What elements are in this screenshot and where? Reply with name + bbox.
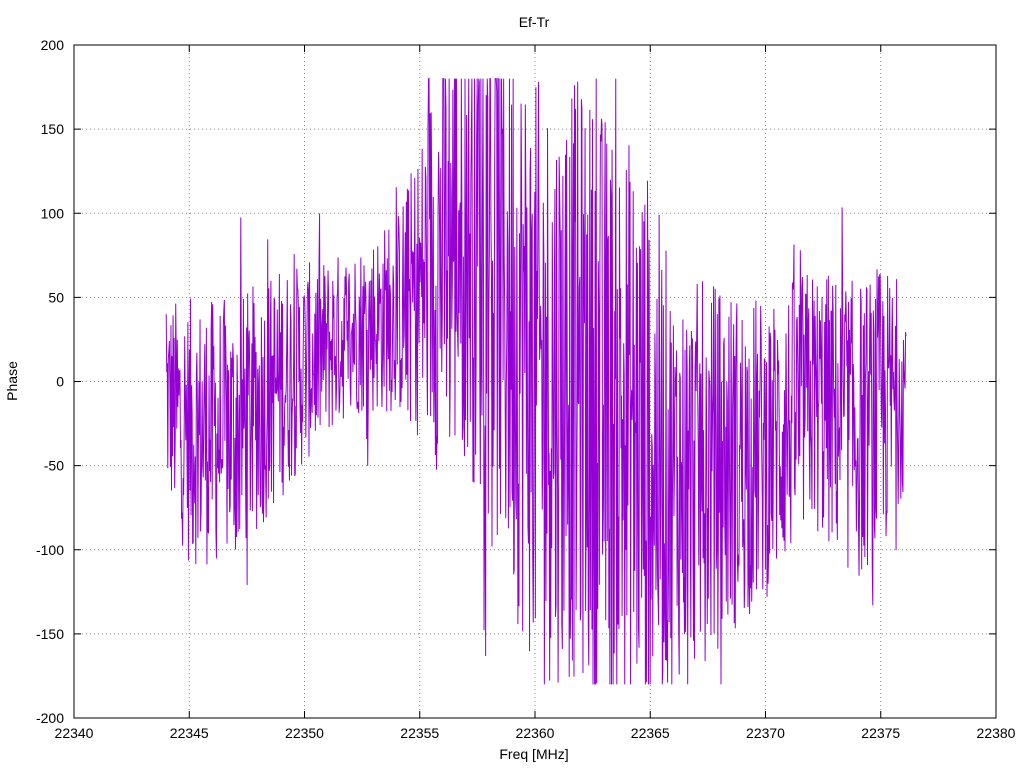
y-tick-label: -150 [36, 626, 64, 642]
y-tick-label: -100 [36, 542, 64, 558]
x-tick-label: 22360 [516, 725, 555, 741]
x-tick-label: 22380 [977, 725, 1016, 741]
x-tick-label: 22370 [746, 725, 785, 741]
y-tick-label: 150 [41, 121, 65, 137]
x-tick-label: 22355 [400, 725, 439, 741]
chart-title: Ef-Tr [519, 14, 550, 30]
phase-series-line [165, 78, 907, 685]
y-tick-label: 200 [41, 37, 65, 53]
series-layer [165, 78, 907, 685]
axis-ticks: 22340 22345 22350 22355 22360 22365 22370 22375… [36, 37, 1016, 741]
y-tick-label: 50 [48, 289, 64, 305]
x-tick-label: 22340 [55, 725, 94, 741]
y-tick-label: -50 [44, 458, 64, 474]
x-tick-label: 22345 [170, 725, 209, 741]
x-tick-label: 22350 [285, 725, 324, 741]
x-tick-label: 22365 [631, 725, 670, 741]
y-tick-label: 0 [56, 374, 64, 390]
y-tick-label: 100 [41, 205, 65, 221]
y-axis-label: Phase [4, 361, 20, 401]
y-tick-label: -200 [36, 710, 64, 726]
x-axis-label: Freq [MHz] [499, 746, 568, 762]
x-tick-label: 22375 [861, 725, 900, 741]
